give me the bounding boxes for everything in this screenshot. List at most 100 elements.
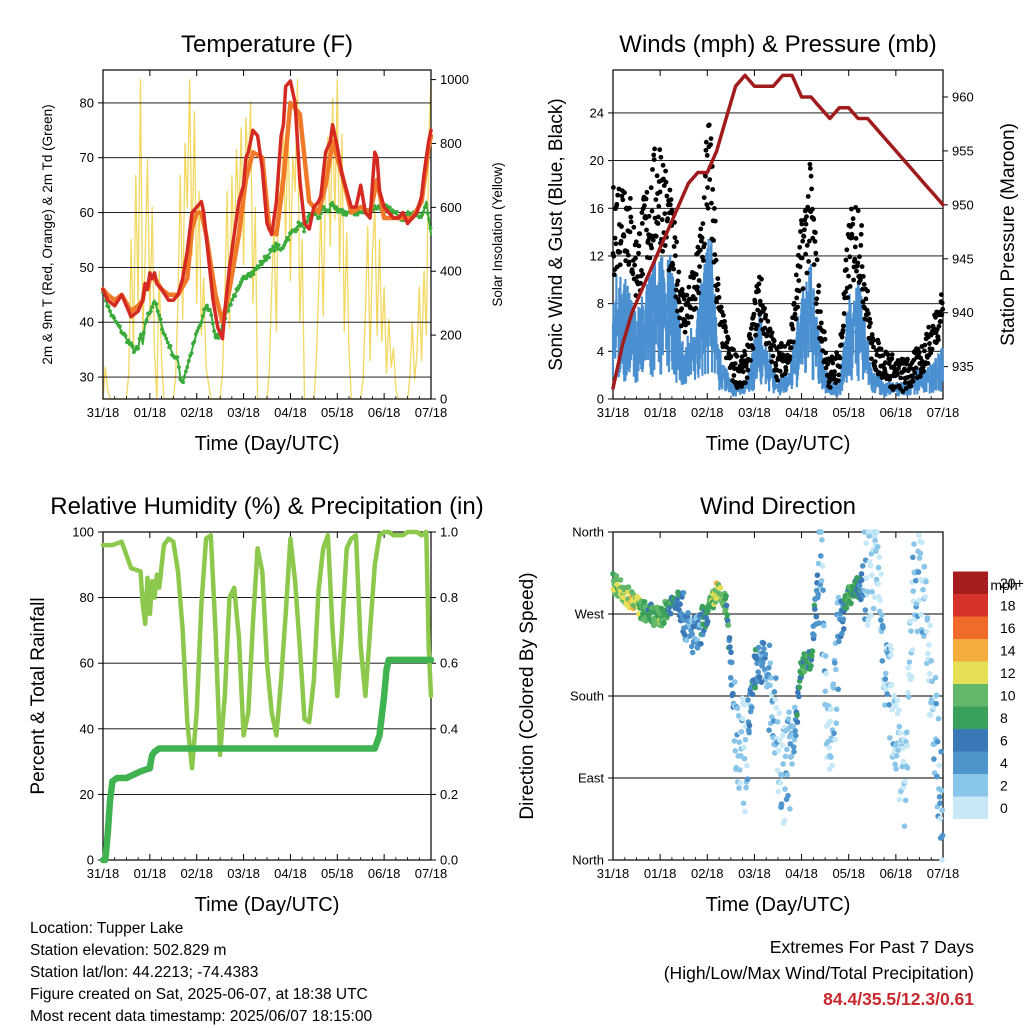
gust-point [675, 278, 681, 284]
x-tick-label: 04/18 [785, 405, 818, 420]
y-tick-label: 80 [80, 590, 94, 605]
y2-tick-label: 0.4 [440, 721, 458, 736]
latlon-text: Station lat/lon: 44.2213; -74.4383 [30, 964, 259, 981]
gust-point [671, 266, 677, 272]
gust-point [926, 324, 932, 330]
gust-point [743, 380, 748, 386]
y-tick-label: 8 [597, 296, 604, 311]
gust-point [828, 377, 834, 383]
y2-tick-label: 400 [440, 264, 462, 279]
gust-point [855, 260, 861, 266]
colorbar-label: 12 [1000, 665, 1016, 681]
direction-point [677, 601, 683, 608]
gust-point [696, 278, 702, 283]
gust-point [804, 270, 810, 276]
direction-point [859, 577, 865, 583]
gust-point [639, 268, 644, 273]
gust-point [674, 282, 680, 287]
gust-point [762, 306, 767, 311]
gust-point [748, 336, 754, 342]
y-tick-label: 60 [80, 205, 94, 220]
direction-point [749, 691, 756, 698]
gust-point [798, 229, 803, 234]
gust-point [662, 243, 668, 248]
gust-point [630, 271, 636, 277]
direction-point [676, 607, 682, 613]
direction-point [814, 572, 821, 578]
direction-point [737, 780, 744, 786]
gust-point [619, 193, 625, 199]
direction-point [775, 719, 781, 725]
gust-point [900, 389, 906, 394]
gust-point [800, 238, 806, 244]
y2-tick-label: 800 [440, 136, 462, 151]
gust-point [853, 205, 859, 210]
gust-point [693, 272, 699, 277]
direction-point [698, 641, 704, 647]
dewpoint-point [355, 212, 360, 217]
gust-point [740, 364, 745, 370]
direction-point [865, 617, 872, 623]
gust-point [868, 320, 873, 326]
colorbar-swatch [953, 571, 988, 594]
direction-point [661, 620, 667, 626]
gust-point [794, 295, 800, 301]
x-tick-label: 01/18 [134, 866, 167, 881]
direction-point [785, 792, 791, 799]
gust-point [797, 244, 803, 250]
gust-point [936, 323, 942, 329]
y2-axis-label: Solar Insolation (Yellow) [490, 162, 505, 306]
gust-point [792, 311, 798, 317]
direction-point [892, 702, 899, 709]
gust-point [872, 359, 878, 364]
y-tick-label: 100 [72, 525, 94, 540]
direction-point [909, 647, 916, 653]
direction-point [723, 593, 729, 599]
colorbar-label: 18 [1000, 597, 1016, 613]
direction-point [862, 607, 869, 613]
direction-point [863, 540, 869, 546]
gust-point [743, 364, 749, 369]
gust-point [782, 344, 788, 349]
direction-point [741, 744, 747, 751]
direction-point [775, 747, 782, 754]
direction-point [879, 612, 885, 618]
direction-point [786, 709, 792, 715]
gust-point [621, 233, 627, 239]
gust-point [863, 296, 869, 302]
gust-point [913, 365, 919, 371]
direction-point [913, 577, 919, 584]
gust-point [885, 352, 891, 358]
direction-point [869, 589, 875, 595]
y-tick-label: 40 [80, 721, 94, 736]
gust-point [666, 267, 672, 273]
x-tick-label: 31/18 [87, 866, 120, 881]
direction-point [756, 674, 763, 680]
direction-point [937, 815, 944, 822]
gust-point [803, 221, 809, 227]
gust-point [855, 208, 861, 214]
gust-point [840, 327, 846, 333]
chart-title: Temperature (F) [181, 31, 353, 58]
direction-point [796, 684, 803, 691]
direction-point [646, 610, 653, 617]
y-tick-label: 40 [80, 315, 94, 330]
direction-point [808, 663, 814, 669]
gust-point [841, 311, 847, 316]
direction-point [826, 744, 832, 751]
gust-point [752, 300, 758, 306]
gust-point [756, 288, 761, 294]
direction-point [879, 658, 886, 664]
gust-point [682, 329, 688, 335]
gust-point [673, 253, 678, 259]
solar-line [102, 78, 432, 400]
direction-point [759, 660, 766, 666]
recent-text: Most recent data timestamp: 2025/06/07 1… [30, 1008, 373, 1025]
x-tick-label: 06/18 [368, 866, 401, 881]
gust-point [769, 359, 775, 365]
gust-point [806, 259, 811, 264]
gust-point [905, 356, 910, 362]
gust-point [827, 385, 833, 390]
y-tick-label: South [570, 689, 604, 704]
x-tick-label: 03/18 [227, 866, 260, 881]
